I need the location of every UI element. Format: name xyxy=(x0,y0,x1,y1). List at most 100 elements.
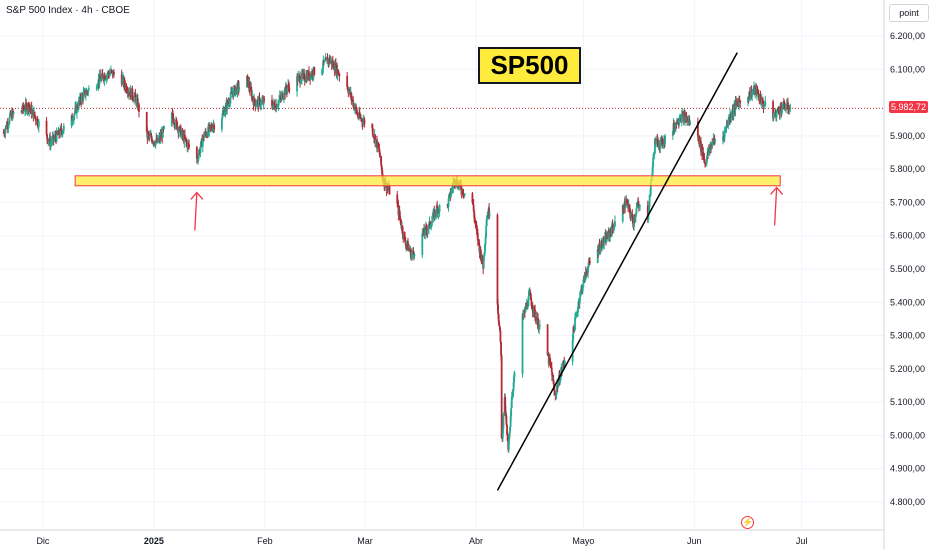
candle-body xyxy=(403,233,406,237)
candle-body xyxy=(634,216,637,221)
candle-body xyxy=(399,216,402,220)
candle-body xyxy=(221,113,224,119)
candle-body xyxy=(404,236,406,242)
candle-body xyxy=(679,118,681,120)
lightning-icon[interactable]: ⚡ xyxy=(741,516,754,529)
candle-body xyxy=(580,289,582,292)
candle-body xyxy=(25,104,28,112)
candle-body xyxy=(185,141,188,143)
candle-body xyxy=(736,101,739,103)
candle-body xyxy=(578,297,581,304)
candle-body xyxy=(530,299,533,306)
candle-body xyxy=(546,324,549,356)
candle-body xyxy=(711,142,714,146)
candle-body xyxy=(551,372,554,381)
candle-body xyxy=(371,128,374,136)
candle-body xyxy=(689,121,692,125)
candle-body xyxy=(299,82,302,84)
candle-body xyxy=(399,219,402,225)
candle-body xyxy=(722,136,724,141)
candle-body xyxy=(630,215,632,218)
candle-body xyxy=(170,112,173,127)
candle-body xyxy=(379,152,381,158)
candle-body xyxy=(255,104,258,106)
candle-body xyxy=(220,118,223,130)
candle-body xyxy=(181,130,184,136)
candle-body xyxy=(200,141,202,148)
candle-body xyxy=(284,85,287,95)
candle-body xyxy=(629,213,632,218)
candle-body xyxy=(463,193,466,196)
candle-body xyxy=(380,165,383,171)
candle-body xyxy=(8,116,11,124)
candle-body xyxy=(738,100,740,107)
candle-body xyxy=(538,326,541,330)
candle-body xyxy=(11,111,14,120)
candle-body xyxy=(652,154,655,158)
candle-body xyxy=(762,103,765,108)
candle-body xyxy=(95,87,98,89)
y-tick-label: 5.000,00 xyxy=(890,430,925,440)
candle-body xyxy=(550,367,553,373)
candle-body xyxy=(308,71,310,79)
candle-body xyxy=(54,135,57,139)
candle-body xyxy=(654,139,656,154)
candle-body xyxy=(259,104,262,107)
candle-body xyxy=(51,137,54,142)
candle-body xyxy=(288,87,291,92)
y-tick-label: 5.900,00 xyxy=(890,131,925,141)
candle-body xyxy=(77,108,80,110)
candle-body xyxy=(105,75,108,79)
title-annotation[interactable]: SP500 xyxy=(478,47,581,84)
candle-body xyxy=(696,121,699,137)
candle-body xyxy=(683,114,686,123)
candle-body xyxy=(246,75,248,88)
candle-body xyxy=(74,107,77,113)
candle-body xyxy=(478,245,481,254)
candle-body xyxy=(397,204,400,216)
candle-body xyxy=(611,224,613,235)
candle-body xyxy=(608,231,610,233)
candle-body xyxy=(300,72,303,81)
candle-body xyxy=(254,102,257,107)
candle-body xyxy=(575,313,578,317)
candle-body xyxy=(503,412,505,415)
candle-body xyxy=(359,117,362,120)
candle-body xyxy=(612,227,615,231)
candle-body xyxy=(639,205,641,207)
candle-body xyxy=(773,114,776,116)
support-rectangle xyxy=(74,175,781,187)
candle-body xyxy=(131,89,134,98)
candle-body xyxy=(328,57,331,63)
candle-body xyxy=(396,203,399,205)
candle-body xyxy=(599,249,601,252)
candle-body xyxy=(500,355,503,439)
candle-body xyxy=(256,100,258,105)
candle-body xyxy=(313,67,316,75)
candle-body xyxy=(77,100,80,109)
candle-body xyxy=(312,76,315,78)
candle-body xyxy=(582,279,585,287)
candle-body xyxy=(789,107,792,109)
x-tick-label: Feb xyxy=(257,536,273,546)
candle-body xyxy=(349,89,352,95)
candle-body xyxy=(321,67,324,70)
candle-body xyxy=(99,74,102,79)
candle-body xyxy=(34,117,37,121)
candle-body xyxy=(531,305,533,308)
unit-button[interactable]: point xyxy=(889,4,929,22)
candle-body xyxy=(581,286,584,292)
candle-body xyxy=(671,131,674,136)
candle-body xyxy=(136,98,139,109)
candle-body xyxy=(723,129,726,138)
candle-body xyxy=(27,103,30,111)
candle-body xyxy=(513,374,516,383)
candle-body xyxy=(555,389,558,395)
arrow-head xyxy=(770,186,784,195)
candle-body xyxy=(151,139,154,143)
candle-body xyxy=(579,291,582,298)
candle-body xyxy=(613,226,616,228)
candle-body xyxy=(747,97,749,103)
candle-body xyxy=(61,132,64,135)
